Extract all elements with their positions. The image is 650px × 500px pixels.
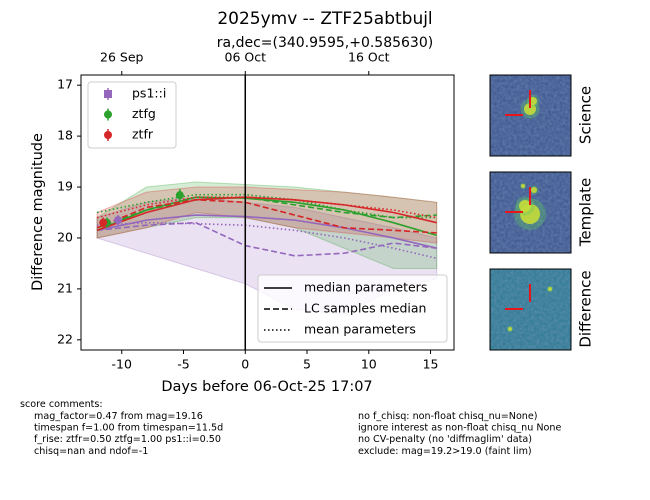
model-curve (96, 196, 437, 229)
y-tick-label: 20 (57, 229, 73, 244)
thumbnail-frame (489, 171, 572, 254)
model-curve (96, 196, 437, 232)
model-curve (96, 196, 437, 237)
comment-line: no CV-penalty (no 'diffmaglim' data) (358, 434, 532, 445)
y-tick-label: 22 (57, 331, 73, 346)
thumbnail-source (508, 327, 512, 331)
x-tick-label: 0 (241, 357, 249, 372)
y-tick-label: 18 (57, 128, 73, 143)
x-tick-label: 5 (303, 357, 311, 372)
legend-label: LC samples median (304, 301, 426, 316)
comment-line: mag_factor=0.47 from mag=19.16 (34, 411, 203, 422)
x-tick-label: -10 (112, 357, 132, 372)
thumbnail-source (519, 200, 531, 212)
comment-line: ignore interest as non-float chisq_nu No… (358, 423, 562, 434)
data-point (175, 191, 184, 200)
thumbnail-halo (546, 285, 554, 293)
x-axis-label: Days before 06-Oct-25 17:07 (161, 379, 372, 395)
thumbnail-halo (526, 94, 540, 108)
legend-label: ps1::i (132, 86, 166, 101)
thumbnail-frame (489, 268, 572, 351)
data-point (99, 218, 108, 227)
model-curve (96, 214, 437, 249)
comments-title: score comments: (20, 399, 103, 410)
top-x-tick-label: 16 Oct (348, 50, 390, 65)
y-tick-label: 21 (57, 280, 73, 295)
legend-box (87, 81, 177, 149)
thumbnail-halo (506, 325, 514, 333)
legend-label: ztfg (132, 106, 156, 121)
comment-line: chisq=nan and ndof=-1 (34, 446, 148, 457)
y-tick-label: 19 (57, 179, 73, 194)
comment-line: no f_chisq: non-float chisq_nu=None) (358, 411, 538, 422)
comment-line: timespan f=1.00 from timespan=11.5d (34, 423, 223, 434)
chart-subtitle: ra,dec=(340.9595,+0.585630) (217, 35, 433, 51)
thumbnail-label: Difference (577, 270, 595, 347)
legend-label: ztfr (132, 127, 154, 142)
legend-label: median parameters (304, 280, 427, 295)
legend-marker (104, 110, 112, 119)
comment-line: f_rise: ztfr=0.50 ztfg=1.00 ps1::i=0.50 (34, 434, 221, 445)
x-tick-label: -5 (177, 357, 189, 372)
model-curve (97, 221, 437, 260)
comment-line: exclude: mag=19.2>19.0 (faint lim) (358, 446, 532, 457)
x-tick-label: 15 (423, 357, 439, 372)
thumbnail-source (524, 103, 536, 115)
x-tick-label: 10 (361, 357, 377, 372)
legend-marker (104, 131, 112, 139)
thumbnail-source (548, 287, 552, 291)
thumbnail-noise (490, 75, 571, 156)
legend-label: mean parameters (304, 322, 416, 337)
thumbnail-source (521, 184, 525, 188)
legend-box (257, 274, 448, 343)
legend-marker (104, 90, 112, 98)
thumbnails: Science Template Difference (489, 74, 595, 351)
thumbnail-halo (519, 182, 527, 190)
model-curve (96, 221, 437, 257)
top-x-tick-label: 26 Sep (100, 50, 144, 65)
thumbnail-frame (489, 74, 572, 157)
thumbnail-source (531, 187, 537, 193)
y-tick-label: 17 (57, 77, 73, 92)
plot-frame (80, 74, 455, 351)
data-point (114, 216, 123, 225)
top-x-tick-label: 06 Oct (225, 50, 267, 65)
thumbnail-label: Template (577, 178, 595, 247)
chart-title: 2025ymv -- ZTF25abtbujl (217, 9, 432, 29)
thumbnail-noise (490, 269, 571, 350)
thumbnail-label: Science (577, 86, 595, 144)
y-axis-label: Difference magnitude (30, 133, 46, 291)
thumbnail-halo (529, 185, 539, 195)
